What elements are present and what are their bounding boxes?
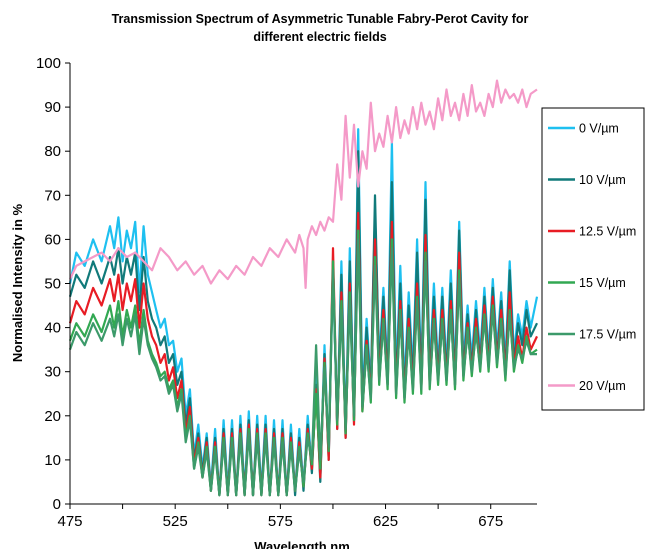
legend: 0 V/µm 10 V/µm 12.5 V/µm 15 V/µm 17.5 V/µm 20… bbox=[542, 108, 644, 410]
chart-title-line1: Transmission Spectrum of Asymmetric Tuna… bbox=[112, 12, 529, 26]
legend-label-2: 12.5 V/µm bbox=[579, 225, 636, 239]
y-tick-label: 100 bbox=[36, 55, 61, 72]
y-tick-label: 50 bbox=[44, 276, 61, 293]
x-tick-labels: 475 525 575 625 675 bbox=[57, 513, 503, 530]
legend-label-1: 10 V/µm bbox=[579, 173, 626, 187]
legend-label-3: 15 V/µm bbox=[579, 276, 626, 290]
y-tick-label: 60 bbox=[44, 231, 61, 248]
x-tick-label: 675 bbox=[478, 513, 503, 530]
legend-label-5: 20 V/µm bbox=[579, 379, 626, 393]
y-tick-label: 70 bbox=[44, 187, 61, 204]
plot-area bbox=[70, 81, 537, 496]
y-tick-label: 10 bbox=[44, 452, 61, 469]
y-tick-labels: 0 10 20 30 40 50 60 70 80 90 100 bbox=[36, 55, 61, 513]
y-tick-label: 0 bbox=[53, 496, 61, 513]
legend-box bbox=[542, 108, 644, 410]
y-tick-label: 90 bbox=[44, 99, 61, 116]
legend-label-4: 17.5 V/µm bbox=[579, 328, 636, 342]
x-tick-label: 625 bbox=[373, 513, 398, 530]
y-tick-label: 80 bbox=[44, 143, 61, 160]
x-tick-label: 575 bbox=[268, 513, 293, 530]
x-axis-label: Wavelength nm bbox=[254, 539, 350, 549]
x-tick-label: 525 bbox=[163, 513, 188, 530]
chart-title-line2: different electric fields bbox=[253, 30, 386, 44]
series-line-5 bbox=[70, 81, 537, 288]
x-tick-label: 475 bbox=[57, 513, 82, 530]
y-axis-label: Normalised Intensity in % bbox=[10, 203, 25, 362]
y-tick-label: 40 bbox=[44, 320, 61, 337]
y-tick-label: 20 bbox=[44, 408, 61, 425]
y-tick-label: 30 bbox=[44, 364, 61, 381]
legend-label-0: 0 V/µm bbox=[579, 122, 619, 136]
